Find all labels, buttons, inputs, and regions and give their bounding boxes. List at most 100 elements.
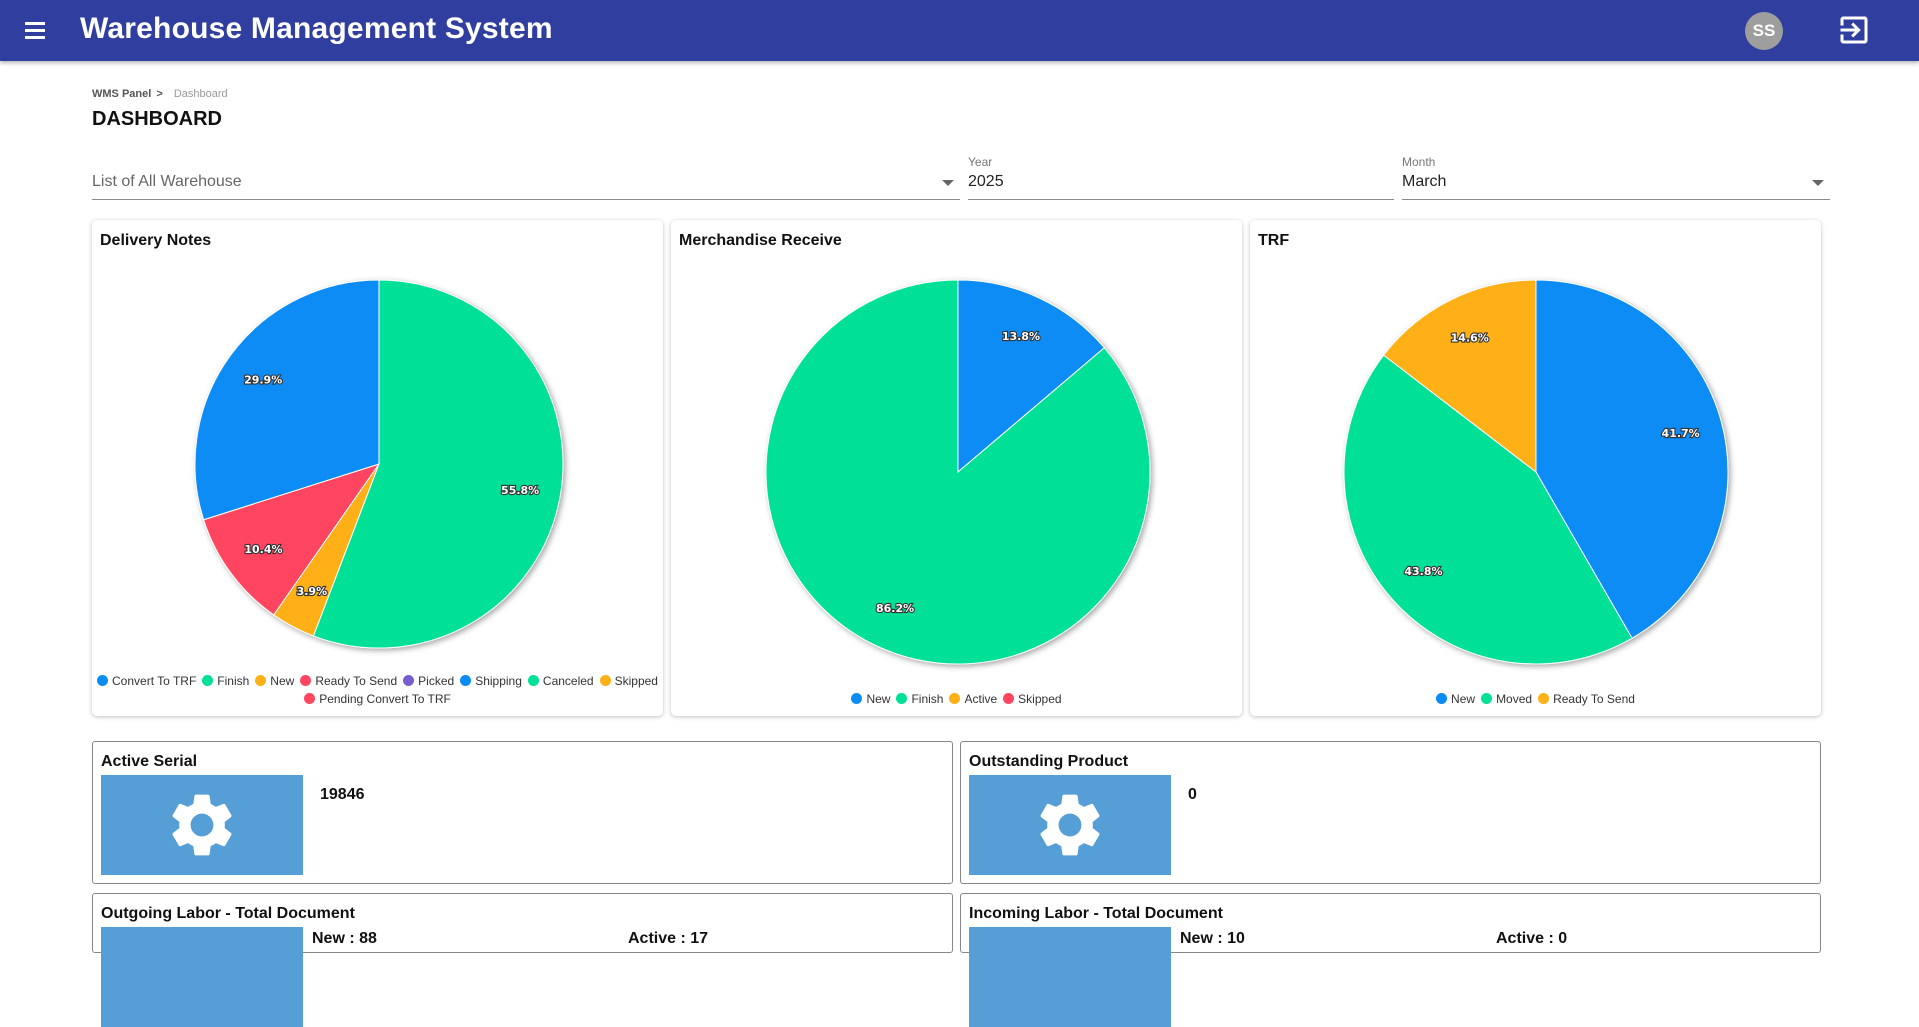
gear-icon	[172, 794, 232, 856]
year-value: 2025	[968, 173, 1004, 190]
warehouse-select[interactable]: List of All Warehouse	[92, 160, 960, 200]
legend-item-moved[interactable]: Moved	[1481, 690, 1532, 708]
legend-label: New	[866, 692, 891, 706]
legend-label: Active	[964, 692, 998, 706]
incoming-labor-new: New : 10	[1180, 930, 1245, 947]
legend-item-shipping[interactable]: Shipping	[460, 672, 522, 690]
legend-label: Skipped	[614, 674, 658, 688]
hamburger-icon-line	[25, 36, 45, 39]
delivery-notes-title: Delivery Notes	[100, 232, 212, 249]
legend-marker	[202, 675, 214, 686]
pie-data-label-new: 41.7%	[1662, 427, 1700, 440]
breadcrumb: WMS Panel > Dashboard	[92, 88, 228, 100]
outstanding-product-title: Outstanding Product	[969, 753, 1129, 770]
outstanding-product-card: Outstanding Product 0	[960, 741, 1821, 884]
legend-label: Finish	[217, 674, 250, 688]
legend-marker	[304, 693, 316, 704]
hamburger-icon	[25, 22, 45, 25]
incoming-labor-card: Incoming Labor - Total Document New : 10…	[960, 893, 1821, 1027]
incoming-labor-tile	[969, 927, 1171, 1027]
delivery-notes-card: Delivery Notes 55.8% 3.9% 10.4% 29.9% Conve…	[92, 220, 663, 716]
merchandise-receive-card: Merchandise Receive 13.8% 86.2% New Finish…	[671, 220, 1242, 716]
breadcrumb-current: Dashboard	[173, 88, 228, 100]
trf-card: TRF 41.7% 43.8% 14.6% New Moved Ready To Sen…	[1250, 220, 1821, 716]
legend-item-canceled[interactable]: Canceled	[527, 672, 594, 690]
delivery-notes-legend: Convert To TRF Finish New Ready To Send Pick…	[92, 672, 663, 708]
pie-data-label-finish: 55.8%	[501, 484, 539, 497]
outgoing-labor-tile	[101, 927, 303, 1027]
incoming-labor-active: Active : 0	[1496, 930, 1568, 947]
legend-item-convert-to-trf[interactable]: Convert To TRF	[97, 672, 196, 690]
legend-item-new[interactable]: New	[851, 690, 890, 708]
gear-icon	[1040, 794, 1100, 856]
pie-data-label-ready-to-send: 14.6%	[1451, 332, 1489, 345]
legend-label: New	[270, 674, 295, 688]
breadcrumb-separator: >	[156, 88, 163, 100]
legend-item-new[interactable]: New	[255, 672, 294, 690]
legend-item-ready-to-send[interactable]: Ready To Send	[300, 672, 397, 690]
pie-slice-ready-to-send[interactable]	[203, 463, 381, 616]
outgoing-labor-title: Outgoing Labor - Total Document	[101, 905, 355, 922]
pie-data-label-ready-to-send: 10.4%	[244, 543, 282, 556]
incoming-labor-title: Incoming Labor - Total Document	[969, 905, 1223, 922]
legend-item-finish[interactable]: Finish	[896, 690, 943, 708]
warehouse-select-placeholder: List of All Warehouse	[92, 173, 242, 190]
legend-marker	[1481, 693, 1493, 704]
legend-label: Ready To Send	[315, 674, 398, 688]
chevron-down-icon	[942, 180, 954, 186]
user-avatar[interactable]: SS	[1745, 12, 1783, 50]
logout-button[interactable]	[1836, 12, 1872, 48]
pie-slice-new[interactable]	[1535, 279, 1729, 639]
legend-item-finish[interactable]: Finish	[202, 672, 249, 690]
legend-item-skipped[interactable]: Skipped	[599, 672, 658, 690]
legend-item-new[interactable]: New	[1436, 690, 1475, 708]
pie-slice-convert-to-trf[interactable]	[194, 279, 380, 521]
chevron-down-icon	[1812, 180, 1824, 186]
page-title: DASHBOARD	[92, 108, 222, 130]
legend-marker	[255, 675, 267, 686]
pie-slice-moved[interactable]	[1343, 354, 1633, 665]
year-label: Year	[968, 155, 993, 169]
month-label: Month	[1402, 155, 1436, 169]
legend-label: Convert To TRF	[112, 674, 197, 688]
outgoing-labor-new: New : 88	[312, 930, 377, 947]
legend-marker	[403, 675, 415, 686]
menu-button[interactable]	[22, 18, 50, 42]
outstanding-product-tile	[969, 775, 1171, 875]
outstanding-product-value: 0	[1188, 786, 1197, 803]
trf-legend: New Moved Ready To Send	[1250, 690, 1821, 708]
legend-item-skipped[interactable]: Skipped	[1003, 690, 1062, 708]
outgoing-labor-active: Active : 17	[628, 930, 709, 947]
legend-label: Canceled	[542, 674, 594, 688]
pie-data-label-new: 13.8%	[1002, 330, 1040, 343]
legend-marker	[1538, 693, 1550, 704]
legend-item-pending-convert-to-trf[interactable]: Pending Convert To TRF	[304, 690, 451, 708]
pie-data-label-moved: 43.8%	[1404, 565, 1442, 578]
pie-slice-ready-to-send[interactable]	[1382, 279, 1537, 474]
legend-marker	[527, 675, 539, 686]
legend-item-active[interactable]: Active	[949, 690, 997, 708]
legend-marker	[460, 675, 472, 686]
legend-item-picked[interactable]: Picked	[403, 672, 454, 690]
pie-slice-new[interactable]	[957, 279, 1106, 474]
legend-item-ready-to-send[interactable]: Ready To Send	[1538, 690, 1635, 708]
year-field[interactable]: Year 2025	[968, 155, 1394, 200]
legend-marker	[949, 693, 961, 704]
month-value: March	[1402, 173, 1447, 190]
pie-data-label-finish: 86.2%	[876, 602, 914, 615]
legend-marker	[97, 675, 109, 686]
pie-slice-finish[interactable]	[312, 279, 564, 649]
pie-data-label-skipped: 3.9%	[297, 585, 328, 598]
month-select[interactable]: Month March	[1402, 155, 1830, 200]
delivery-notes-pie: 55.8% 3.9% 10.4% 29.9%	[194, 279, 564, 649]
legend-marker	[896, 693, 908, 704]
legend-marker	[300, 675, 312, 686]
logout-icon	[1840, 16, 1868, 44]
active-serial-value: 19846	[320, 786, 365, 803]
pie-slice-finish[interactable]	[765, 279, 1151, 665]
app-bar: Warehouse Management System SS	[0, 0, 1919, 61]
breadcrumb-root[interactable]: WMS Panel	[92, 88, 152, 100]
hamburger-icon-line	[25, 29, 45, 32]
legend-label: Skipped	[1018, 692, 1062, 706]
legend-marker	[851, 693, 863, 704]
